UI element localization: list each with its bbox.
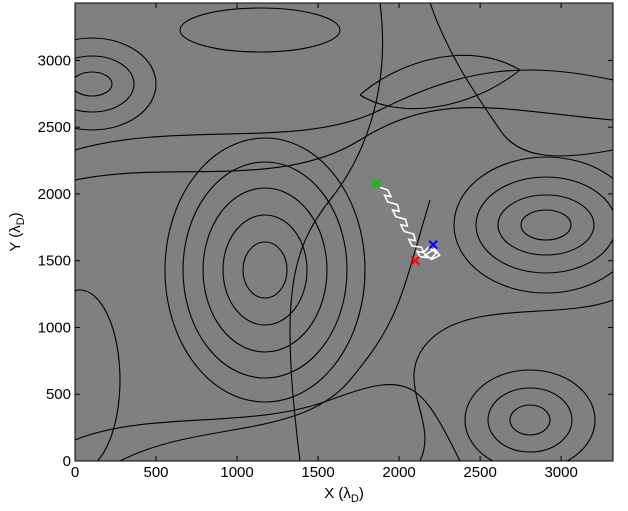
marker <box>428 239 438 250</box>
trajectory <box>379 186 441 261</box>
marker <box>410 256 421 266</box>
x-tick-label: 1000 <box>220 464 253 481</box>
x-tick-label: 2500 <box>463 464 496 481</box>
y-tick-label: 2500 <box>38 119 71 136</box>
y-tick-label: 3000 <box>38 52 71 69</box>
marker <box>371 178 382 188</box>
x-tick-label: 3000 <box>544 464 577 481</box>
y-tick-label: 0 <box>63 453 71 470</box>
y-tick-label: 2000 <box>38 186 71 203</box>
y-axis-label: Y (λD) <box>7 212 27 251</box>
x-tick-label: 500 <box>144 464 169 481</box>
plot-frame <box>74 2 614 462</box>
x-tick-label: 2000 <box>382 464 415 481</box>
x-tick-label: 0 <box>71 464 79 481</box>
y-tick-label: 1000 <box>38 319 71 336</box>
y-tick-label: 1500 <box>38 253 71 270</box>
streamlines <box>75 3 613 461</box>
y-tick-label: 500 <box>46 386 71 403</box>
x-axis-label: X (λD) <box>324 485 364 505</box>
x-tick-label: 1500 <box>301 464 334 481</box>
plot-background <box>75 3 613 461</box>
